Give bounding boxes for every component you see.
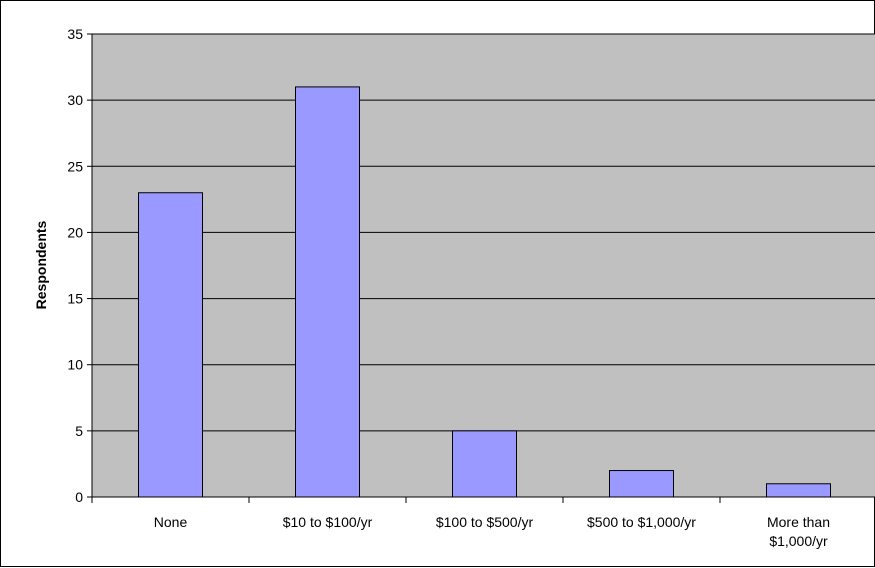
- x-tick-label: None: [154, 514, 188, 530]
- bar: [452, 430, 517, 498]
- y-tick-label: 20: [67, 224, 83, 240]
- x-tick-label: $500 to $1,000/yr: [587, 514, 696, 530]
- plot-area: [92, 34, 875, 497]
- bar: [766, 483, 831, 498]
- y-tick-label: 15: [67, 291, 83, 307]
- y-tick-label: 0: [75, 489, 83, 505]
- x-tick-label: $100 to $500/yr: [436, 514, 534, 530]
- x-tick-labels: None $10 to $100/yr $100 to $500/yr $500 to…: [154, 514, 830, 549]
- y-tick-label: 30: [67, 92, 83, 108]
- gridlines: [92, 33, 875, 432]
- y-tick-label: 25: [67, 158, 83, 174]
- bar: [138, 192, 203, 498]
- x-tick-label: More than: [767, 514, 830, 530]
- x-tick-label: $1,000/yr: [769, 533, 828, 549]
- y-axis-title: Respondents: [33, 220, 49, 309]
- bar: [295, 86, 360, 498]
- bar: [609, 470, 674, 498]
- y-tick-label: 35: [67, 26, 83, 42]
- y-tick-label: 5: [75, 423, 83, 439]
- x-tick-label: $10 to $100/yr: [283, 514, 373, 530]
- y-tick-label: 10: [67, 357, 83, 373]
- axes: [87, 33, 875, 503]
- y-tick-labels: 0 5 10 15 20 25 30 35: [67, 26, 83, 505]
- bars: [138, 86, 831, 498]
